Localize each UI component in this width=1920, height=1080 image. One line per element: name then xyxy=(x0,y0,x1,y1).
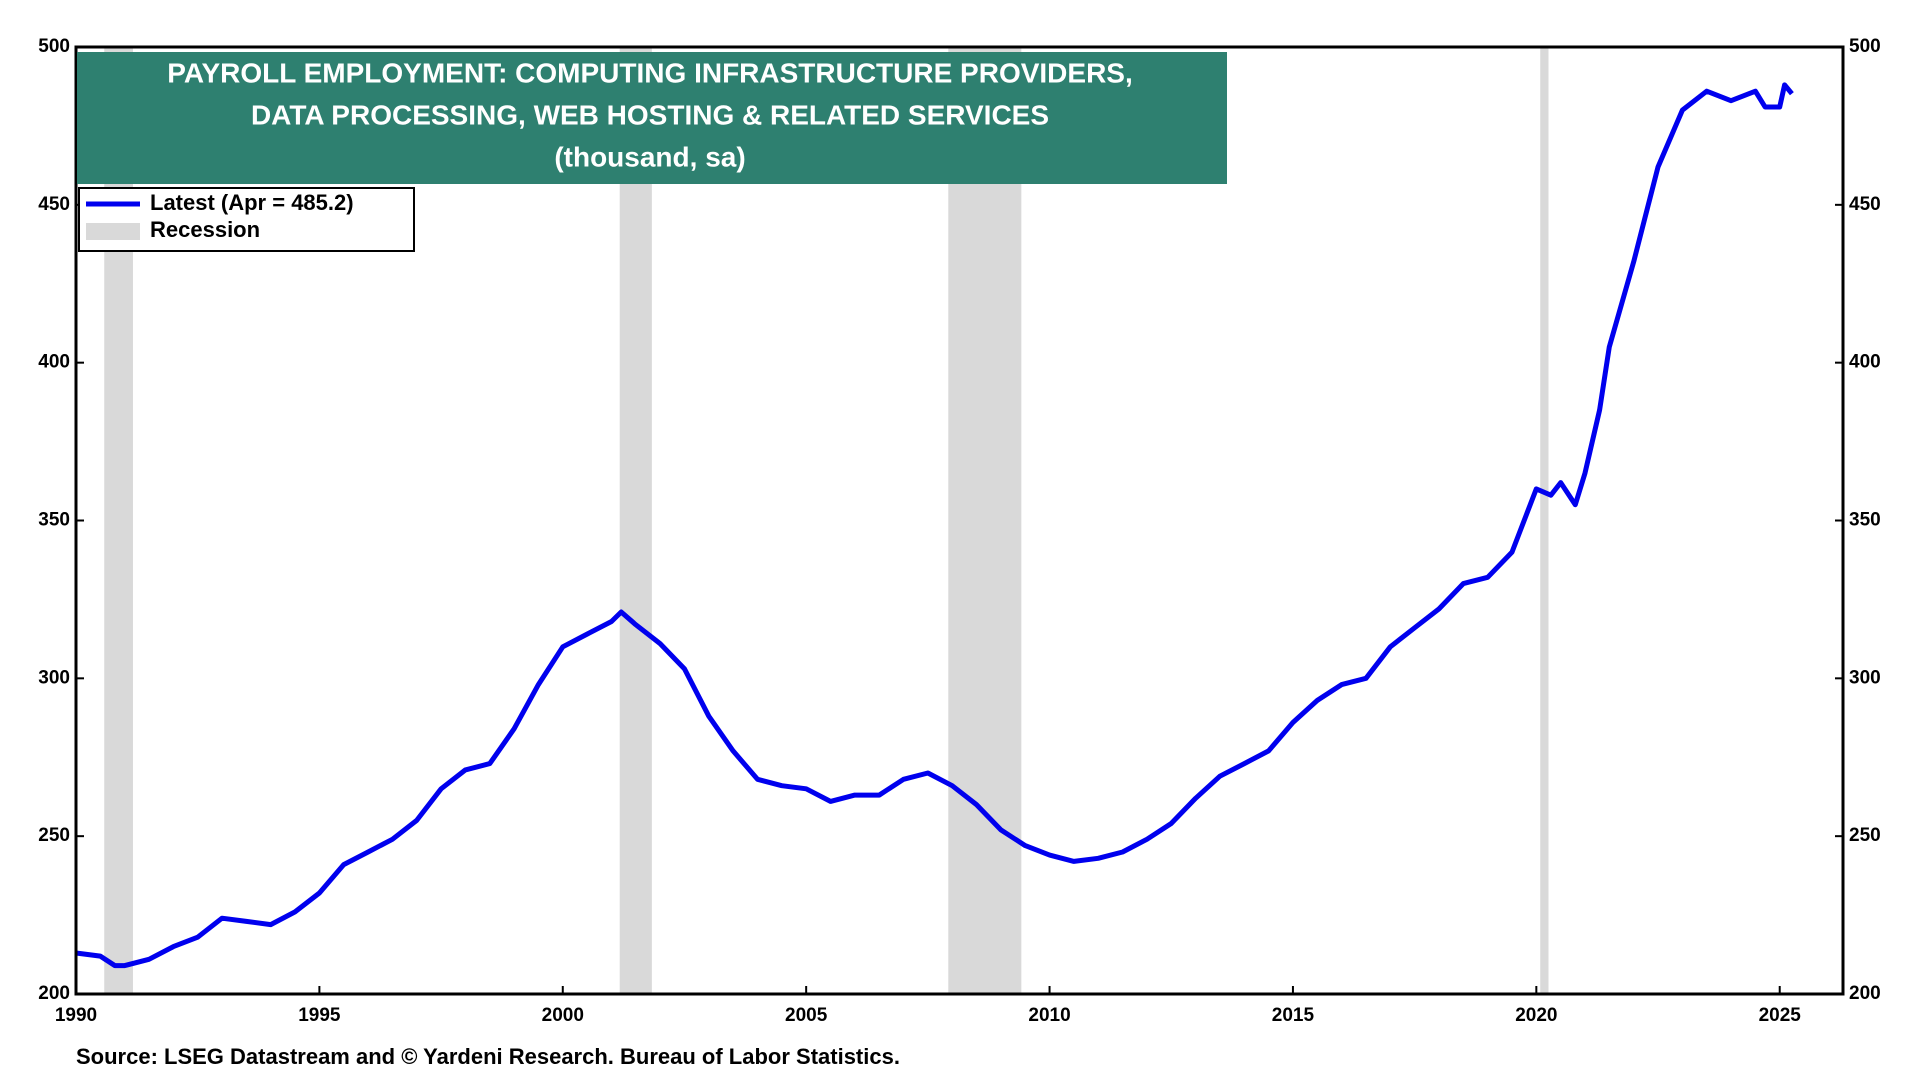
chart-subtitle: (thousand, sa) xyxy=(554,141,745,172)
y2-tick-label: 300 xyxy=(1849,667,1881,688)
y2-tick-label: 200 xyxy=(1849,983,1881,1004)
legend xyxy=(78,187,415,252)
recession-band xyxy=(948,47,1022,994)
lines xyxy=(75,82,1794,969)
y-tick-label: 250 xyxy=(38,825,70,846)
legend-label: Latest (Apr = 485.2) xyxy=(150,190,354,215)
x-tick-label: 1990 xyxy=(55,1005,97,1026)
y2-tick-label: 400 xyxy=(1849,352,1881,373)
chart-title: PAYROLL EMPLOYMENT: COMPUTING INFRASTRUC… xyxy=(167,57,1133,88)
y-tick-label: 200 xyxy=(38,983,70,1004)
legend-label: Recession xyxy=(150,217,260,242)
x-tick-label: 2005 xyxy=(785,1005,828,1026)
plot-frame xyxy=(74,45,1845,996)
y2-tick-label: 350 xyxy=(1849,510,1881,531)
x-tick-label: 2025 xyxy=(1759,1005,1802,1026)
x-tick-label: 2015 xyxy=(1272,1005,1315,1026)
title-box xyxy=(77,52,1227,184)
x-tick-label: 2000 xyxy=(542,1005,584,1026)
x-tick-label: 1995 xyxy=(298,1005,341,1026)
y-tick-label: 300 xyxy=(38,667,70,688)
x-tick-label: 2020 xyxy=(1515,1005,1557,1026)
y2-tick-label: 500 xyxy=(1849,36,1881,57)
y-tick-label: 450 xyxy=(38,194,70,215)
recession-band xyxy=(619,47,652,994)
recession-band xyxy=(1540,47,1549,994)
y-tick-label: 400 xyxy=(38,352,70,373)
x-tick-label: 2010 xyxy=(1028,1005,1070,1026)
y2-tick-label: 250 xyxy=(1849,825,1881,846)
y-tick-label: 500 xyxy=(38,36,70,57)
y2-tick-label: 450 xyxy=(1849,194,1881,215)
legend-swatch xyxy=(86,223,140,240)
y-tick-label: 350 xyxy=(38,510,70,531)
series-line xyxy=(75,82,1794,969)
source: Source: LSEG Datastream and © Yardeni Re… xyxy=(76,1044,900,1069)
chart-title: DATA PROCESSING, WEB HOSTING & RELATED S… xyxy=(251,99,1049,130)
axes: 200 200 250 250 300 300 350 350 400 400 450 450 500 5… xyxy=(38,36,1880,1026)
